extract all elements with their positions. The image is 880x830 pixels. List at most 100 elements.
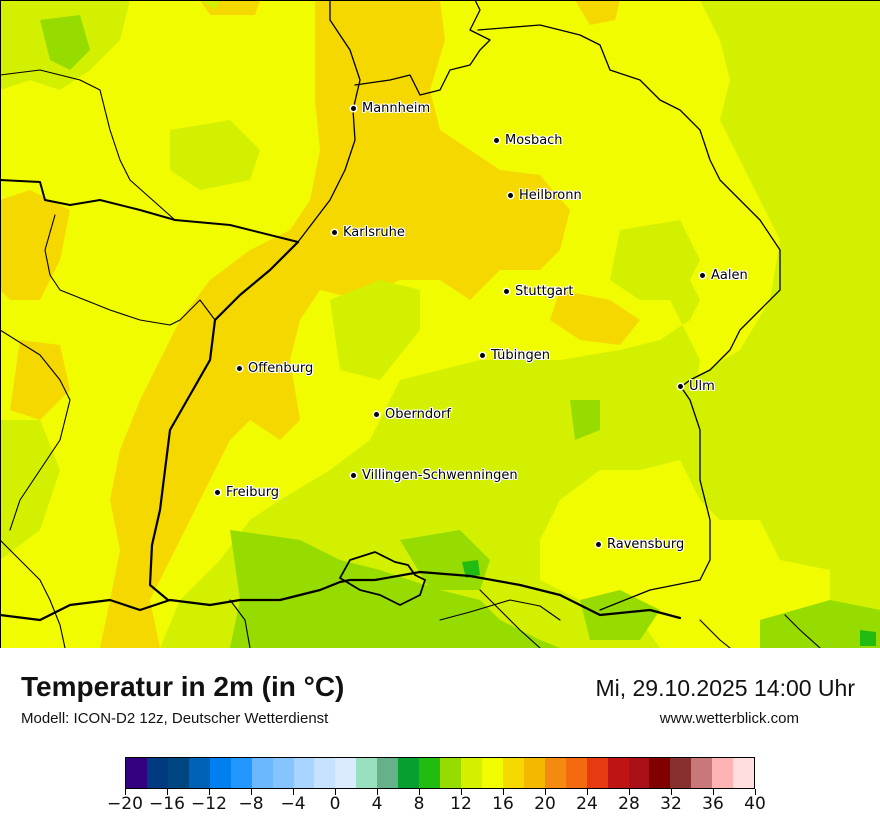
colorbar-tick [460, 789, 462, 795]
colorbar-segment [733, 758, 755, 788]
colorbar-segment [146, 758, 168, 788]
city-dot-icon [504, 288, 509, 294]
map-title: Temperatur in 2m (in °C) [21, 671, 345, 702]
colorbar-segment [691, 758, 713, 788]
colorbar-segment [167, 758, 189, 788]
colorbar-segment [712, 758, 734, 788]
colorbar-ticks: −20 −16 −12 −8 −4 0 4 8 12 16 20 24 28 32 36 40 [107, 789, 766, 819]
city-dot-icon [237, 365, 242, 371]
colorbar-tick-label: 20 [534, 794, 556, 814]
city-dot-icon [596, 541, 601, 547]
colorbar-segment [607, 758, 629, 788]
city-marker: Mannheim [351, 100, 430, 116]
city-marker: Villingen-Schwenningen [351, 467, 518, 483]
city-marker: Stuttgart [504, 283, 573, 299]
colorbar-tick-label: 16 [492, 794, 514, 814]
colorbar-segment [126, 758, 147, 788]
colorbar-segment [544, 758, 566, 788]
colorbar-segment [628, 758, 650, 788]
colorbar-segment [272, 758, 294, 788]
city-label: Ravensburg [607, 536, 685, 552]
city-marker: Aalen [700, 267, 748, 283]
city-dot-icon [374, 411, 379, 417]
colorbar-segment [209, 758, 231, 788]
city-marker: Heilbronn [508, 187, 582, 203]
colorbar-segment [251, 758, 273, 788]
colorbar-segment [502, 758, 524, 788]
colorbar-tick [712, 789, 714, 795]
colorbar-tick-label: 32 [660, 794, 682, 814]
colorbar-tick-label: −4 [280, 794, 306, 814]
city-label: Villingen-Schwenningen [362, 467, 518, 483]
valid-datetime: Mi, 29.10.2025 14:00 Uhr [595, 675, 855, 701]
colorbar-tick-label: 28 [618, 794, 640, 814]
city-dot-icon [700, 272, 705, 278]
city-label: Stuttgart [515, 283, 574, 299]
city-label: Karlsruhe [343, 224, 405, 240]
colorbar-tick [334, 789, 336, 795]
city-label: Heilbronn [519, 187, 582, 203]
colorbar-segment [188, 758, 210, 788]
colorbar-segment [377, 758, 399, 788]
city-label: Mosbach [505, 132, 563, 148]
city-dot-icon [351, 472, 356, 478]
colorbar-tick-label: 36 [702, 794, 724, 814]
colorbar-segment [230, 758, 252, 788]
colorbar-tick [586, 789, 588, 795]
colorbar-tick [250, 789, 252, 795]
city-marker: Karlsruhe [332, 224, 405, 240]
colorbar-tick [502, 789, 504, 795]
colorbar-tick-label: 40 [744, 794, 766, 814]
colorbar-segment [398, 758, 420, 788]
colorbar-segment [314, 758, 336, 788]
city-label: Aalen [711, 267, 748, 283]
colorbar-segment [565, 758, 587, 788]
city-marker: Tübingen [480, 347, 550, 363]
colorbar-tick-label: 12 [450, 794, 472, 814]
city-marker: Oberndorf [374, 406, 451, 422]
colorbar-tick [670, 789, 672, 795]
temperature-colorbar [125, 757, 755, 789]
colorbar-tick [124, 789, 126, 795]
city-dot-icon [508, 192, 513, 198]
colorbar-tick-label: −16 [149, 794, 185, 814]
colorbar-tick-label: −12 [191, 794, 227, 814]
colorbar-tick [208, 789, 210, 795]
colorbar-tick-label: 4 [371, 794, 383, 814]
colorbar-tick [544, 789, 546, 795]
city-label: Ulm [689, 378, 715, 394]
colorbar-segment [461, 758, 482, 788]
website-credit: www.wetterblick.com [659, 710, 799, 727]
colorbar-tick [292, 789, 294, 795]
colorbar-segment [335, 758, 357, 788]
colorbar-tick [166, 789, 168, 795]
city-label: Freiburg [226, 484, 280, 500]
colorbar-tick [754, 789, 756, 795]
city-label: Offenburg [248, 360, 314, 376]
city-marker: Offenburg [237, 360, 313, 376]
colorbar-segment [481, 758, 503, 788]
colorbar-segment [440, 758, 461, 788]
colorbar-tick [628, 789, 630, 795]
city-label: Tübingen [491, 347, 550, 363]
city-dot-icon [351, 105, 356, 111]
city-dot-icon [215, 489, 220, 495]
colorbar-tick-label: 8 [413, 794, 425, 814]
city-marker: Ravensburg [596, 536, 684, 552]
colorbar-segment [670, 758, 692, 788]
temperature-map: Mannheim Mosbach Heilbronn Karlsruhe Aalen St… [0, 0, 880, 648]
city-marker: Ulm [678, 378, 715, 394]
city-dot-icon [332, 229, 337, 235]
colorbar-segment [649, 758, 671, 788]
colorbar-tick-label: 24 [576, 794, 598, 814]
city-dot-icon [678, 383, 683, 389]
model-subtitle: Modell: ICON-D2 12z, Deutscher Wetterdie… [21, 710, 329, 727]
city-label: Oberndorf [385, 406, 451, 422]
colorbar-segment [586, 758, 608, 788]
colorbar-tick [418, 789, 420, 795]
colorbar-tick-label: −20 [107, 794, 143, 814]
colorbar-segment [356, 758, 378, 788]
city-marker: Mosbach [494, 132, 563, 148]
temperature-field [0, 0, 880, 648]
colorbar-tick [376, 789, 378, 795]
